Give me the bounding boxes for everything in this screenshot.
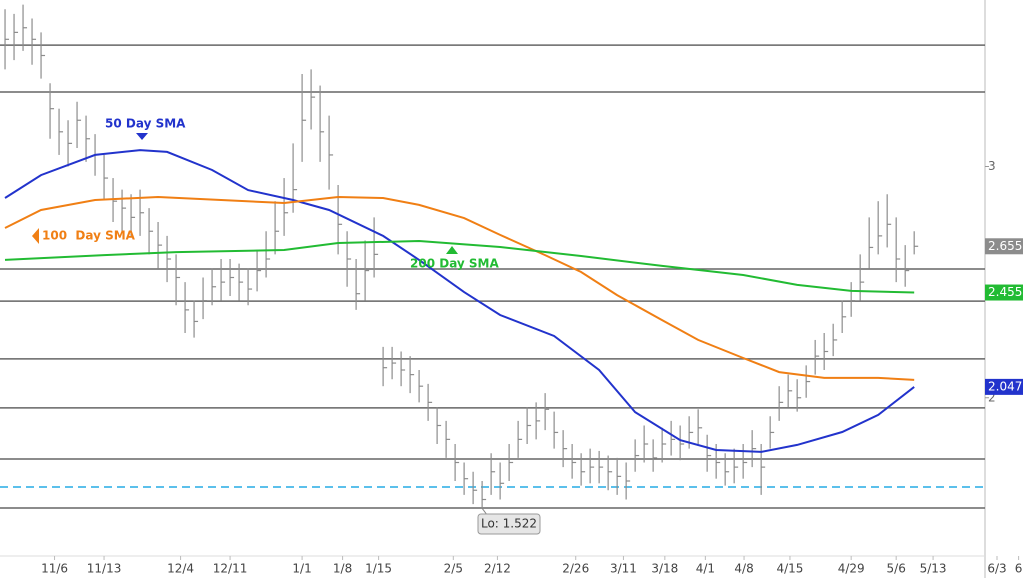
- price-tag: [985, 284, 1023, 301]
- x-tick-label: 5/13: [920, 562, 947, 576]
- price-tag: [985, 238, 1023, 255]
- price-tag-label: 2.655: [988, 239, 1022, 253]
- x-tick-label: 4/15: [776, 562, 803, 576]
- sma-label: 100 Day SMA: [42, 229, 136, 243]
- x-tick-label: 1/15: [365, 562, 392, 576]
- y-tick-label: 3: [988, 159, 996, 173]
- y-tick-label: 2: [988, 390, 996, 404]
- x-tick-label: 2/26: [562, 562, 589, 576]
- x-tick-label: 3/18: [651, 562, 678, 576]
- sma-line: [4, 239, 915, 294]
- price-tag-label: 2.455: [988, 285, 1022, 299]
- x-tick-label: 4/29: [838, 562, 865, 576]
- x-tick-label: 2/5: [444, 562, 463, 576]
- sma-label: 50 Day SMA: [105, 117, 186, 131]
- sma-label: 200 Day SMA: [410, 257, 500, 271]
- x-tick-label: 4/8: [734, 562, 753, 576]
- x-tick-label: 4/1: [696, 562, 715, 576]
- x-tick-label: 6: [1015, 562, 1023, 576]
- x-tick-label: 12/4: [167, 562, 194, 576]
- low-box: [477, 513, 541, 535]
- sma-line: [4, 195, 915, 381]
- price-tag-label: 2.047: [988, 379, 1022, 393]
- sma-arrow: [136, 133, 148, 140]
- x-tick-label: 3/11: [610, 562, 637, 576]
- low-label: Lo: 1.522: [481, 517, 537, 531]
- x-tick-label: 12/11: [213, 562, 248, 576]
- x-tick-label: 5/6: [887, 562, 906, 576]
- x-tick-label: 1/1: [292, 562, 311, 576]
- sma-line: [4, 149, 915, 453]
- price-tag: [985, 378, 1023, 395]
- sma-arrow: [32, 228, 39, 244]
- x-tick-label: 1/8: [333, 562, 352, 576]
- x-tick-label: 11/6: [41, 562, 68, 576]
- x-tick-label: 6/3: [987, 562, 1006, 576]
- x-tick-label: 2/12: [484, 562, 511, 576]
- x-tick-label: 11/13: [87, 562, 122, 576]
- sma-arrow: [446, 246, 458, 254]
